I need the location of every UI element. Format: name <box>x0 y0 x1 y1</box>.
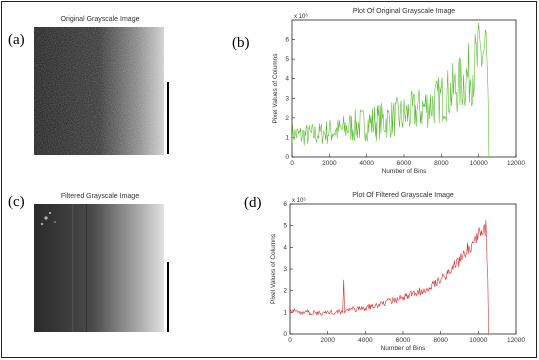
y-exponent-label: x 10⁶ <box>292 197 306 204</box>
panel-label-c: (c) <box>8 194 25 210</box>
original-image-scale-bar <box>167 82 169 154</box>
chart-title: Plot Of Original Grayscale Image <box>353 8 455 15</box>
y-tick-label: 3 <box>283 266 287 273</box>
filtered-image-title: Filtered Grayscale Image <box>60 193 140 200</box>
x-tick-label: 6000 <box>396 337 411 344</box>
filtered-image-scale-bar <box>167 262 169 332</box>
y-tick-label: 4 <box>283 244 287 251</box>
filtered-grayscale-image <box>34 204 164 332</box>
y-tick-label: 1 <box>285 134 289 141</box>
y-axis-label: Pixel Values of Columns <box>270 233 277 304</box>
x-tick-label: 0 <box>288 337 292 344</box>
x-tick-label: 2000 <box>320 337 335 344</box>
original-image-title: Original Grayscale Image <box>60 16 140 23</box>
y-tick-label: 5 <box>283 223 287 230</box>
original-grayscale-image <box>34 27 164 155</box>
y-tick-label: 3 <box>285 95 289 102</box>
series-line <box>289 219 489 335</box>
x-tick-label: 8000 <box>434 160 449 167</box>
y-tick-label: 5 <box>285 56 289 63</box>
y-tick-label: 1 <box>283 309 287 316</box>
y-tick-label: 4 <box>285 76 289 83</box>
x-tick-label: 4000 <box>359 160 374 167</box>
x-tick-label: 10000 <box>470 160 488 167</box>
x-tick-label: 4000 <box>358 337 373 344</box>
x-tick-label: 0 <box>290 160 294 167</box>
original-grayscale-texture <box>34 27 164 155</box>
chart-title: Plot Of Filtered Grayscale Image <box>352 192 454 199</box>
x-tick-label: 6000 <box>397 160 412 167</box>
series-line <box>291 22 490 158</box>
x-axis-label: Number of Bins <box>381 345 427 352</box>
x-tick-label: 12000 <box>507 337 525 344</box>
panel-label-b: (b) <box>232 35 250 51</box>
y-tick-label: 0 <box>283 331 287 338</box>
y-tick-label: 2 <box>285 115 289 122</box>
panel-label-a: (a) <box>8 32 25 48</box>
y-exponent-label: x 10⁶ <box>294 13 308 20</box>
x-tick-label: 8000 <box>433 337 448 344</box>
panel-label-d: (d) <box>244 195 262 211</box>
plot-area-frame <box>289 203 517 335</box>
y-axis-label: Pixel Values of Columns <box>272 53 279 124</box>
y-tick-label: 6 <box>283 201 287 208</box>
x-tick-label: 10000 <box>469 337 487 344</box>
x-axis-label: Number of Bins <box>382 168 428 175</box>
y-tick-label: 6 <box>285 37 289 44</box>
filtered-grayscale-texture <box>34 204 164 332</box>
x-tick-label: 2000 <box>322 160 337 167</box>
y-tick-label: 2 <box>283 288 287 295</box>
y-tick-label: 0 <box>285 154 289 161</box>
x-tick-label: 12000 <box>507 160 525 167</box>
